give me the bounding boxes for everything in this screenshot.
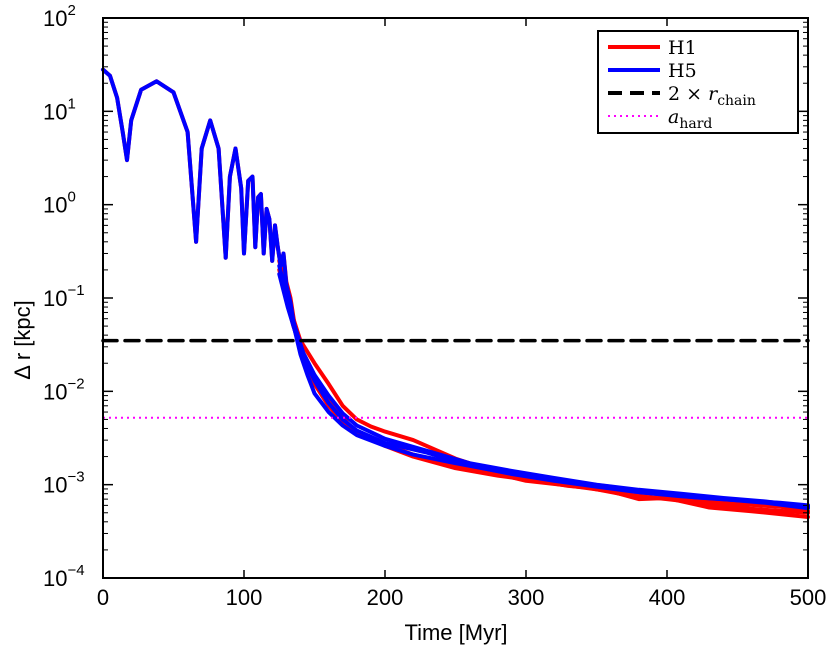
legend-label-1: H5 xyxy=(668,60,697,82)
legend-label-3: ahard xyxy=(668,106,712,132)
x-tick-label-3: 300 xyxy=(508,585,545,610)
x-tick-label-2: 200 xyxy=(367,585,404,610)
legend-label-0: H1 xyxy=(668,37,697,59)
y-tick-label-6: 10−4 xyxy=(43,562,85,591)
y-tick-label-0: 102 xyxy=(43,2,76,31)
y-tick-label-1: 101 xyxy=(43,95,76,124)
y-tick-label-5: 10−3 xyxy=(43,469,85,498)
x-tick-label-1: 100 xyxy=(226,585,263,610)
x-tick-label-4: 400 xyxy=(649,585,686,610)
axis-ticks: 0 100 200 300 400 500 102 101 100 10−1 10−2 10−3 10−… xyxy=(43,2,826,610)
series-line-5 xyxy=(277,272,810,511)
x-tick-label-5: 500 xyxy=(790,585,827,610)
y-axis-label: Δ r [kpc] xyxy=(10,300,35,380)
x-axis-label: Time [Myr] xyxy=(404,620,507,645)
y-tick-label-2: 100 xyxy=(43,189,76,218)
y-tick-label-4: 10−2 xyxy=(43,375,85,404)
x-tick-label-0: 0 xyxy=(97,585,109,610)
y-tick-label-3: 10−1 xyxy=(43,282,85,311)
legend-label-2: 2 × rchain xyxy=(668,83,756,109)
